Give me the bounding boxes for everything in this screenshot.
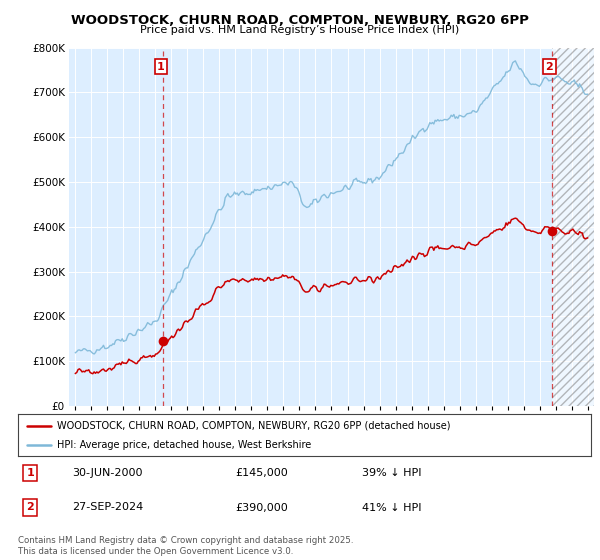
Text: 2: 2	[545, 62, 553, 72]
Text: 27-SEP-2024: 27-SEP-2024	[73, 502, 143, 512]
Text: 1: 1	[26, 468, 34, 478]
Text: 30-JUN-2000: 30-JUN-2000	[73, 468, 143, 478]
Text: 1: 1	[157, 62, 165, 72]
Text: Price paid vs. HM Land Registry’s House Price Index (HPI): Price paid vs. HM Land Registry’s House …	[140, 25, 460, 35]
Text: £145,000: £145,000	[236, 468, 289, 478]
Text: HPI: Average price, detached house, West Berkshire: HPI: Average price, detached house, West…	[57, 440, 311, 450]
Text: £390,000: £390,000	[236, 502, 289, 512]
Text: 39% ↓ HPI: 39% ↓ HPI	[362, 468, 421, 478]
Text: WOODSTOCK, CHURN ROAD, COMPTON, NEWBURY, RG20 6PP (detached house): WOODSTOCK, CHURN ROAD, COMPTON, NEWBURY,…	[57, 421, 451, 431]
Text: WOODSTOCK, CHURN ROAD, COMPTON, NEWBURY, RG20 6PP: WOODSTOCK, CHURN ROAD, COMPTON, NEWBURY,…	[71, 14, 529, 27]
Bar	[551, 48, 594, 406]
Text: 2: 2	[26, 502, 34, 512]
Text: 41% ↓ HPI: 41% ↓ HPI	[362, 502, 421, 512]
Text: Contains HM Land Registry data © Crown copyright and database right 2025.
This d: Contains HM Land Registry data © Crown c…	[18, 536, 353, 556]
